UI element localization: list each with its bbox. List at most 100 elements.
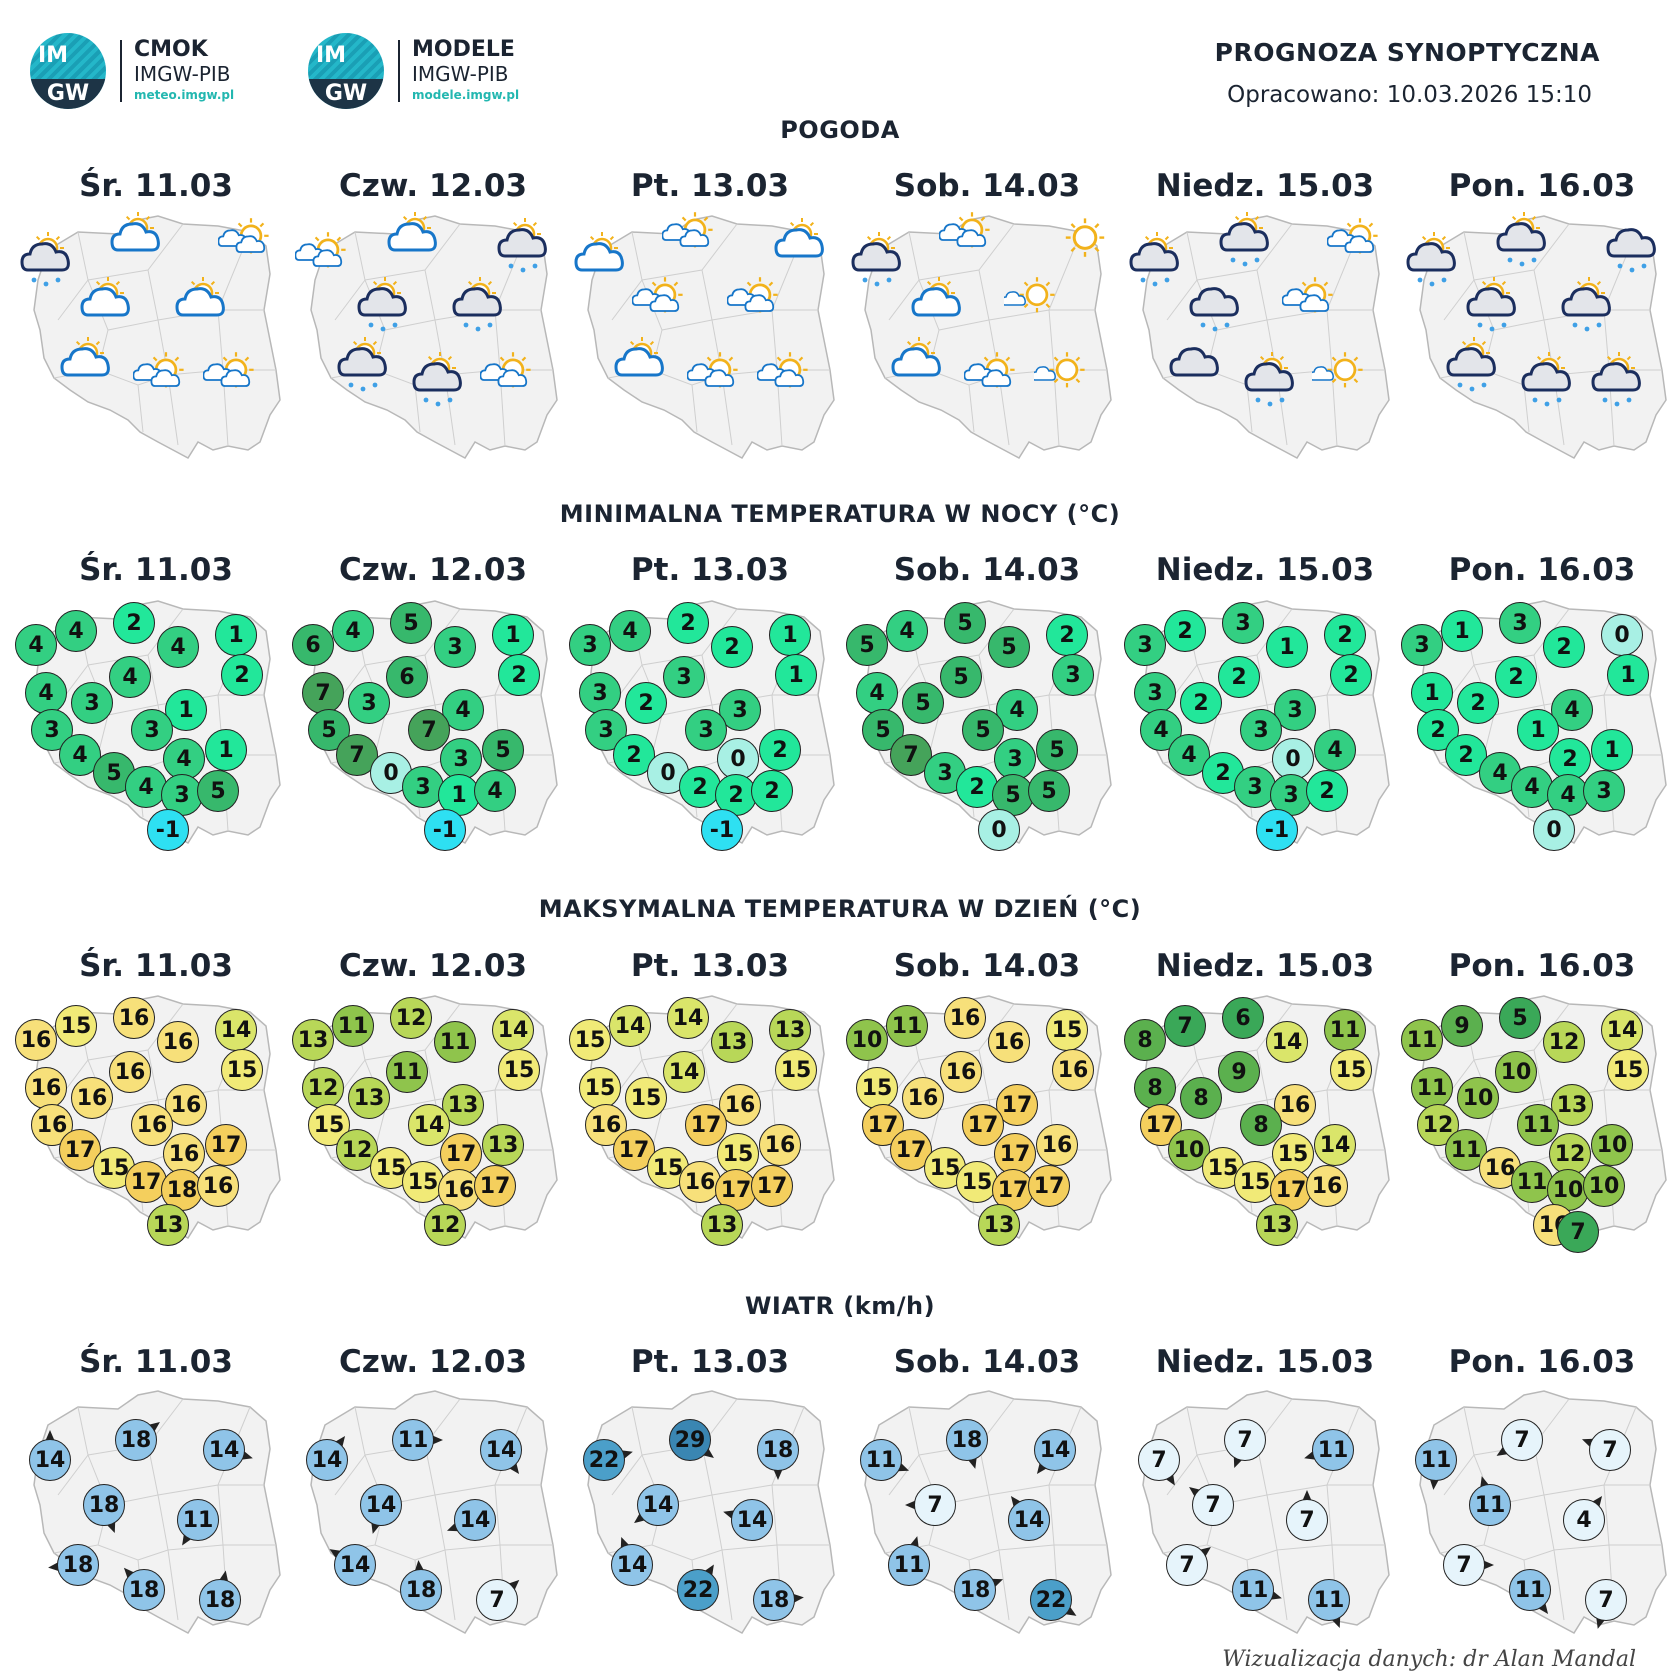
tmax-marker: 10 (1168, 1129, 1210, 1171)
wind-marker: 7 (1589, 1429, 1631, 1471)
wind-map: 11 7 7 11 4 7 11 7 (1404, 1385, 1680, 1645)
day-label: Czw. 12.03 (338, 552, 528, 588)
wind-marker: 18 (753, 1579, 795, 1621)
tmax-marker: 15 (1272, 1133, 1314, 1175)
logo-url[interactable]: modele.imgw.pl (412, 88, 520, 102)
tmax-map: 8 7 6 11 14 15 8 8 9 16 17 8 10 15 15 14 15 17 16 13 (1124, 990, 1403, 1250)
wind-marker: 11 (1415, 1439, 1457, 1481)
tmax-map: 11 9 5 14 12 15 11 10 10 13 12 11 11 16 12 10 11 10 10 16 7 (1401, 990, 1680, 1253)
tmax-marker: 15 (856, 1067, 898, 1109)
tmin-marker: 4 (609, 610, 651, 652)
cloud-sun-rain-icon (1589, 350, 1649, 414)
tmax-marker: 16 (113, 997, 155, 1039)
wind-marker: 11 (1232, 1569, 1274, 1611)
tmin-marker: 2 (113, 602, 155, 644)
tmax-marker: 14 (667, 997, 709, 1039)
tmin-marker: 2 (1218, 656, 1260, 698)
cloud-sun-icon (78, 275, 138, 339)
tmin-marker: 4 (15, 624, 57, 666)
tmin-marker: 2 (1543, 626, 1585, 668)
sun-clouds-icon (1326, 216, 1387, 280)
tmax-map: 16 15 16 14 16 15 16 16 16 16 16 16 17 15 16 17 17 18 16 13 (15, 990, 294, 1250)
wind-marker: 14 (1034, 1429, 1076, 1471)
tmin-marker: 1 (1607, 654, 1649, 696)
tmin-marker: 3 (402, 766, 444, 808)
tmin-marker: 3 (1583, 770, 1625, 812)
tmin-marker: 1 (1266, 626, 1308, 668)
wind-marker: 18 (400, 1569, 442, 1611)
tmin-marker: 4 (157, 626, 199, 668)
tmin-marker: 2 (498, 654, 540, 696)
tmax-marker: 14 (609, 1005, 651, 1047)
tmax-marker: 7 (1164, 1005, 1206, 1047)
country-outline (864, 215, 1112, 459)
tmax-marker: 16 (1052, 1049, 1094, 1091)
wind-map: 11 18 14 7 14 11 18 22 (849, 1385, 1125, 1645)
day-label: Śr. 11.03 (79, 168, 233, 204)
tmax-marker: 14 (663, 1051, 705, 1093)
logo-url[interactable]: meteo.imgw.pl (134, 88, 235, 102)
tmax-map: 10 11 16 15 16 16 15 16 16 17 17 17 17 15 17 16 15 17 17 13 (846, 990, 1125, 1250)
tmax-marker: 13 (701, 1204, 743, 1246)
tmax-marker: 16 (759, 1124, 801, 1166)
tmin-marker: 4 (332, 610, 374, 652)
logo-separator (398, 40, 400, 102)
tmin-marker: 2 (1046, 614, 1088, 656)
tmax-marker: 8 (1124, 1019, 1166, 1061)
imgw-logo-icon: IM GW (308, 33, 384, 109)
logo-org: IMGW-PIB (412, 62, 509, 86)
weather-map (294, 210, 571, 470)
tmax-marker: 17 (1140, 1104, 1182, 1146)
tmin-marker: 3 (685, 709, 727, 751)
tmax-marker: 15 (1607, 1049, 1649, 1091)
tmax-marker: 17 (751, 1165, 793, 1207)
sun-clouds-icon (726, 275, 787, 339)
tmin-marker: 4 (109, 656, 151, 698)
day-label: Pt. 13.03 (630, 948, 790, 984)
sun-clouds-icon (686, 350, 747, 414)
logo-cmok[interactable]: IM GW CMOK IMGW-PIB meteo.imgw.pl (30, 33, 235, 109)
tmax-marker: 13 (292, 1019, 334, 1061)
cloud-icon (1167, 335, 1227, 399)
sun-clouds-icon (294, 230, 355, 294)
tmax-marker: 14 (492, 1009, 534, 1051)
tmax-marker: 17 (205, 1124, 247, 1166)
tmax-marker: 9 (1441, 1005, 1483, 1047)
tmax-marker: 16 (1036, 1124, 1078, 1166)
tmin-marker: -1 (701, 809, 743, 851)
sun-clouds-icon (661, 210, 722, 274)
wind-marker: 7 (1501, 1419, 1543, 1461)
wind-marker: 18 (83, 1484, 125, 1526)
day-label: Pon. 16.03 (1448, 552, 1636, 588)
logo-modele[interactable]: IM GW MODELE IMGW-PIB modele.imgw.pl (308, 33, 520, 109)
tmin-marker: 4 (125, 766, 167, 808)
poland-map (587, 215, 835, 459)
tmax-marker: 15 (1234, 1161, 1276, 1203)
tmax-marker: 14 (1314, 1124, 1356, 1166)
wind-marker: 14 (203, 1429, 245, 1471)
weather-map (1127, 210, 1403, 470)
tmax-marker: 11 (1411, 1067, 1453, 1109)
tmax-marker: 16 (944, 997, 986, 1039)
tmax-marker: 16 (940, 1051, 982, 1093)
sun-cloud-icon (1309, 350, 1372, 414)
day-label: Pt. 13.03 (630, 552, 790, 588)
tmax-marker: 11 (332, 1005, 374, 1047)
wind-marker: 18 (757, 1429, 799, 1471)
wind-marker: 18 (57, 1544, 99, 1586)
wind-marker: 18 (954, 1569, 996, 1611)
tmax-marker: 13 (482, 1124, 524, 1166)
tmin-marker: 4 (1168, 734, 1210, 776)
weather-map (1404, 210, 1680, 470)
tmax-marker: 12 (390, 997, 432, 1039)
tmin-marker: 3 (1240, 709, 1282, 751)
wind-marker: 22 (677, 1569, 719, 1611)
wind-marker: 7 (1585, 1579, 1627, 1621)
cloud-sun-icon (385, 210, 445, 274)
tmin-marker: 4 (1547, 774, 1589, 816)
country-outline (33, 215, 281, 459)
cloud-sun-rain-icon (495, 216, 555, 280)
day-label: Śr. 11.03 (79, 948, 233, 984)
cloud-sun-rain-icon (18, 230, 78, 294)
tmax-marker: 17 (962, 1104, 1004, 1146)
